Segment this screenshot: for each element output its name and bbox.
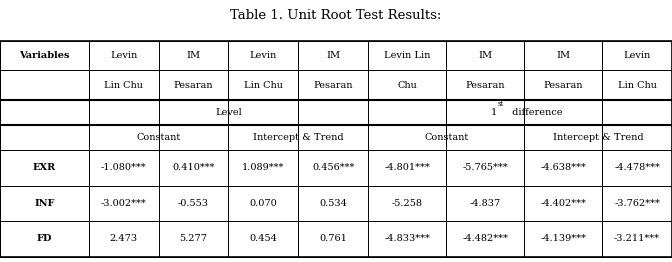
Text: 0.456***: 0.456*** [312,163,355,172]
Text: Level: Level [215,108,242,117]
Text: Lin Chu: Lin Chu [618,81,657,90]
Text: Intercept & Trend: Intercept & Trend [253,133,343,142]
Text: -1.080***: -1.080*** [101,163,146,172]
Text: Levin: Levin [250,51,277,60]
Text: 0.454: 0.454 [249,234,278,243]
Text: -4.833***: -4.833*** [384,234,430,243]
Text: EXR: EXR [33,163,56,172]
Text: INF: INF [34,199,54,208]
Text: 1.089***: 1.089*** [242,163,285,172]
Text: difference: difference [509,108,562,117]
Text: 0.534: 0.534 [319,199,347,208]
Text: IM: IM [556,51,571,60]
Text: -4.482***: -4.482*** [462,234,508,243]
Bar [0,41,672,257]
Text: Pesaran: Pesaran [466,81,505,90]
Text: Levin: Levin [110,51,137,60]
Text: FD: FD [37,234,52,243]
Text: -4.837: -4.837 [470,199,501,208]
Text: Pesaran: Pesaran [174,81,213,90]
Text: -3.762***: -3.762*** [614,199,660,208]
Text: -4.638***: -4.638*** [540,163,586,172]
Text: -4.139***: -4.139*** [540,234,586,243]
Text: -5.765***: -5.765*** [462,163,508,172]
Text: Pesaran: Pesaran [314,81,353,90]
Text: Intercept & Trend: Intercept & Trend [553,133,643,142]
Text: Chu: Chu [397,81,417,90]
Text: 0.410***: 0.410*** [172,163,215,172]
Text: -5.258: -5.258 [392,199,423,208]
Text: -0.553: -0.553 [178,199,209,208]
Text: st: st [498,100,504,108]
Text: Pesaran: Pesaran [544,81,583,90]
Text: Lin Chu: Lin Chu [104,81,143,90]
Text: 5.277: 5.277 [179,234,208,243]
Text: 0.761: 0.761 [319,234,347,243]
Text: 0.070: 0.070 [249,199,278,208]
Text: Constant: Constant [424,133,468,142]
Text: Variables: Variables [19,51,70,60]
Text: IM: IM [186,51,201,60]
Text: Constant: Constant [136,133,181,142]
Text: -3.211***: -3.211*** [614,234,660,243]
Text: -3.002***: -3.002*** [101,199,146,208]
Text: -4.478***: -4.478*** [614,163,660,172]
Text: -4.801***: -4.801*** [384,163,430,172]
Text: -4.402***: -4.402*** [540,199,586,208]
Text: IM: IM [326,51,341,60]
Text: Lin Chu: Lin Chu [244,81,283,90]
Text: IM: IM [478,51,493,60]
Text: Levin Lin: Levin Lin [384,51,431,60]
Text: 2.473: 2.473 [110,234,138,243]
Text: 1: 1 [491,108,497,117]
Text: Table 1. Unit Root Test Results:: Table 1. Unit Root Test Results: [230,9,442,22]
Text: Levin: Levin [624,51,650,60]
